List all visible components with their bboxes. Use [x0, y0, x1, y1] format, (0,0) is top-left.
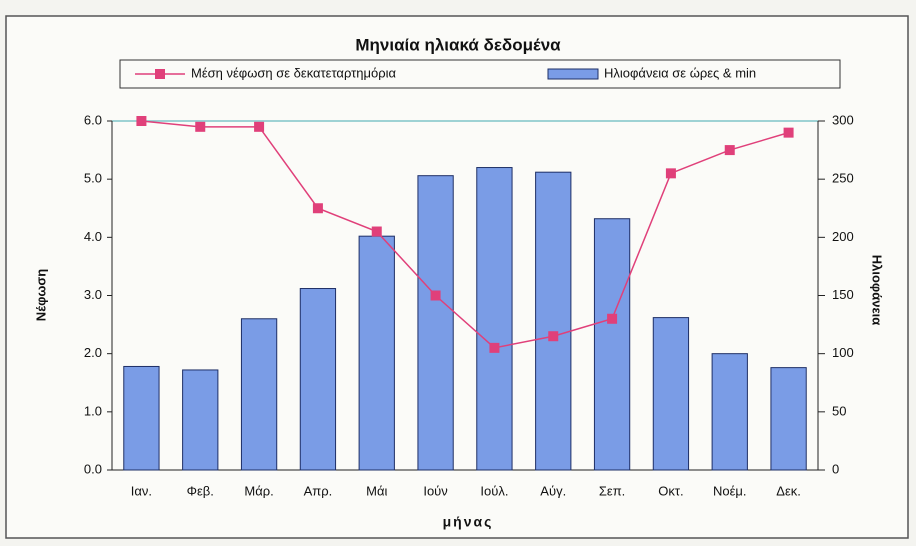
bar [652, 317, 690, 471]
bar [182, 369, 219, 471]
line-marker [783, 127, 794, 138]
y-axis-label: Νέφωση [33, 269, 48, 321]
x-tick-label: Αύγ. [540, 483, 566, 498]
x-tick-label: Μάι [366, 483, 387, 498]
line-marker [489, 342, 500, 353]
y2-axis-label: Ηλιοφάνεια [870, 255, 885, 325]
bar [476, 167, 513, 471]
x-tick-label: Δεκ. [776, 483, 801, 498]
line-marker [724, 145, 735, 156]
bar [535, 171, 572, 471]
y2-tick-label: 250 [832, 171, 854, 186]
bar [240, 318, 278, 471]
line-marker [430, 290, 441, 301]
legend-box [119, 59, 841, 89]
y2-tick-label: 50 [832, 403, 846, 418]
y-tick-label: 1.0 [84, 403, 102, 418]
line-marker [607, 313, 618, 324]
line-marker [548, 331, 559, 342]
line-marker [136, 116, 147, 126]
line-marker [312, 203, 323, 214]
y-tick-label: 3.0 [84, 287, 102, 302]
chart-title: Μηνιαία ηλιακά δεδομένα [355, 35, 561, 54]
line-marker [254, 121, 265, 132]
bar [711, 353, 748, 471]
y2-tick-label: 150 [832, 287, 854, 302]
x-tick-label: Ιαν. [131, 483, 152, 498]
y-tick-label: 5.0 [84, 171, 102, 186]
line-marker [195, 121, 206, 132]
bar [593, 218, 631, 471]
x-axis-label: μήνας [443, 514, 494, 530]
line-marker [665, 168, 676, 179]
x-tick-label: Μάρ. [244, 483, 273, 498]
line [141, 120, 789, 349]
y2-tick-label: 100 [832, 345, 854, 360]
line-marker [371, 226, 382, 237]
x-tick-label: Φεβ. [187, 483, 214, 498]
bar [358, 235, 395, 471]
y2-tick-label: 200 [832, 229, 854, 244]
legend-swatch-marker [155, 69, 165, 79]
bar [770, 367, 807, 471]
legend-swatch [547, 68, 599, 80]
bar [417, 175, 454, 471]
x-tick-label: Σεπ. [599, 483, 625, 498]
y-tick-label: 4.0 [84, 229, 102, 244]
bar [299, 288, 337, 471]
x-tick-label: Ιούν [423, 483, 447, 498]
x-tick-label: Οκτ. [658, 483, 683, 498]
x-tick-label: Απρ. [304, 483, 333, 498]
y2-tick-label: 0 [832, 461, 839, 476]
y-tick-label: 6.0 [84, 112, 102, 127]
legend-label: Μέση νέφωση σε δεκατεταρτημόρια [191, 65, 397, 80]
y-tick-label: 2.0 [84, 345, 102, 360]
y2-tick-label: 300 [832, 112, 854, 127]
y-tick-label: 0.0 [84, 461, 102, 476]
bar [123, 365, 160, 471]
x-tick-label: Ιούλ. [480, 483, 508, 498]
legend-label: Ηλιοφάνεια σε ώρες & min [604, 65, 756, 80]
x-tick-label: Νοέμ. [713, 483, 747, 498]
